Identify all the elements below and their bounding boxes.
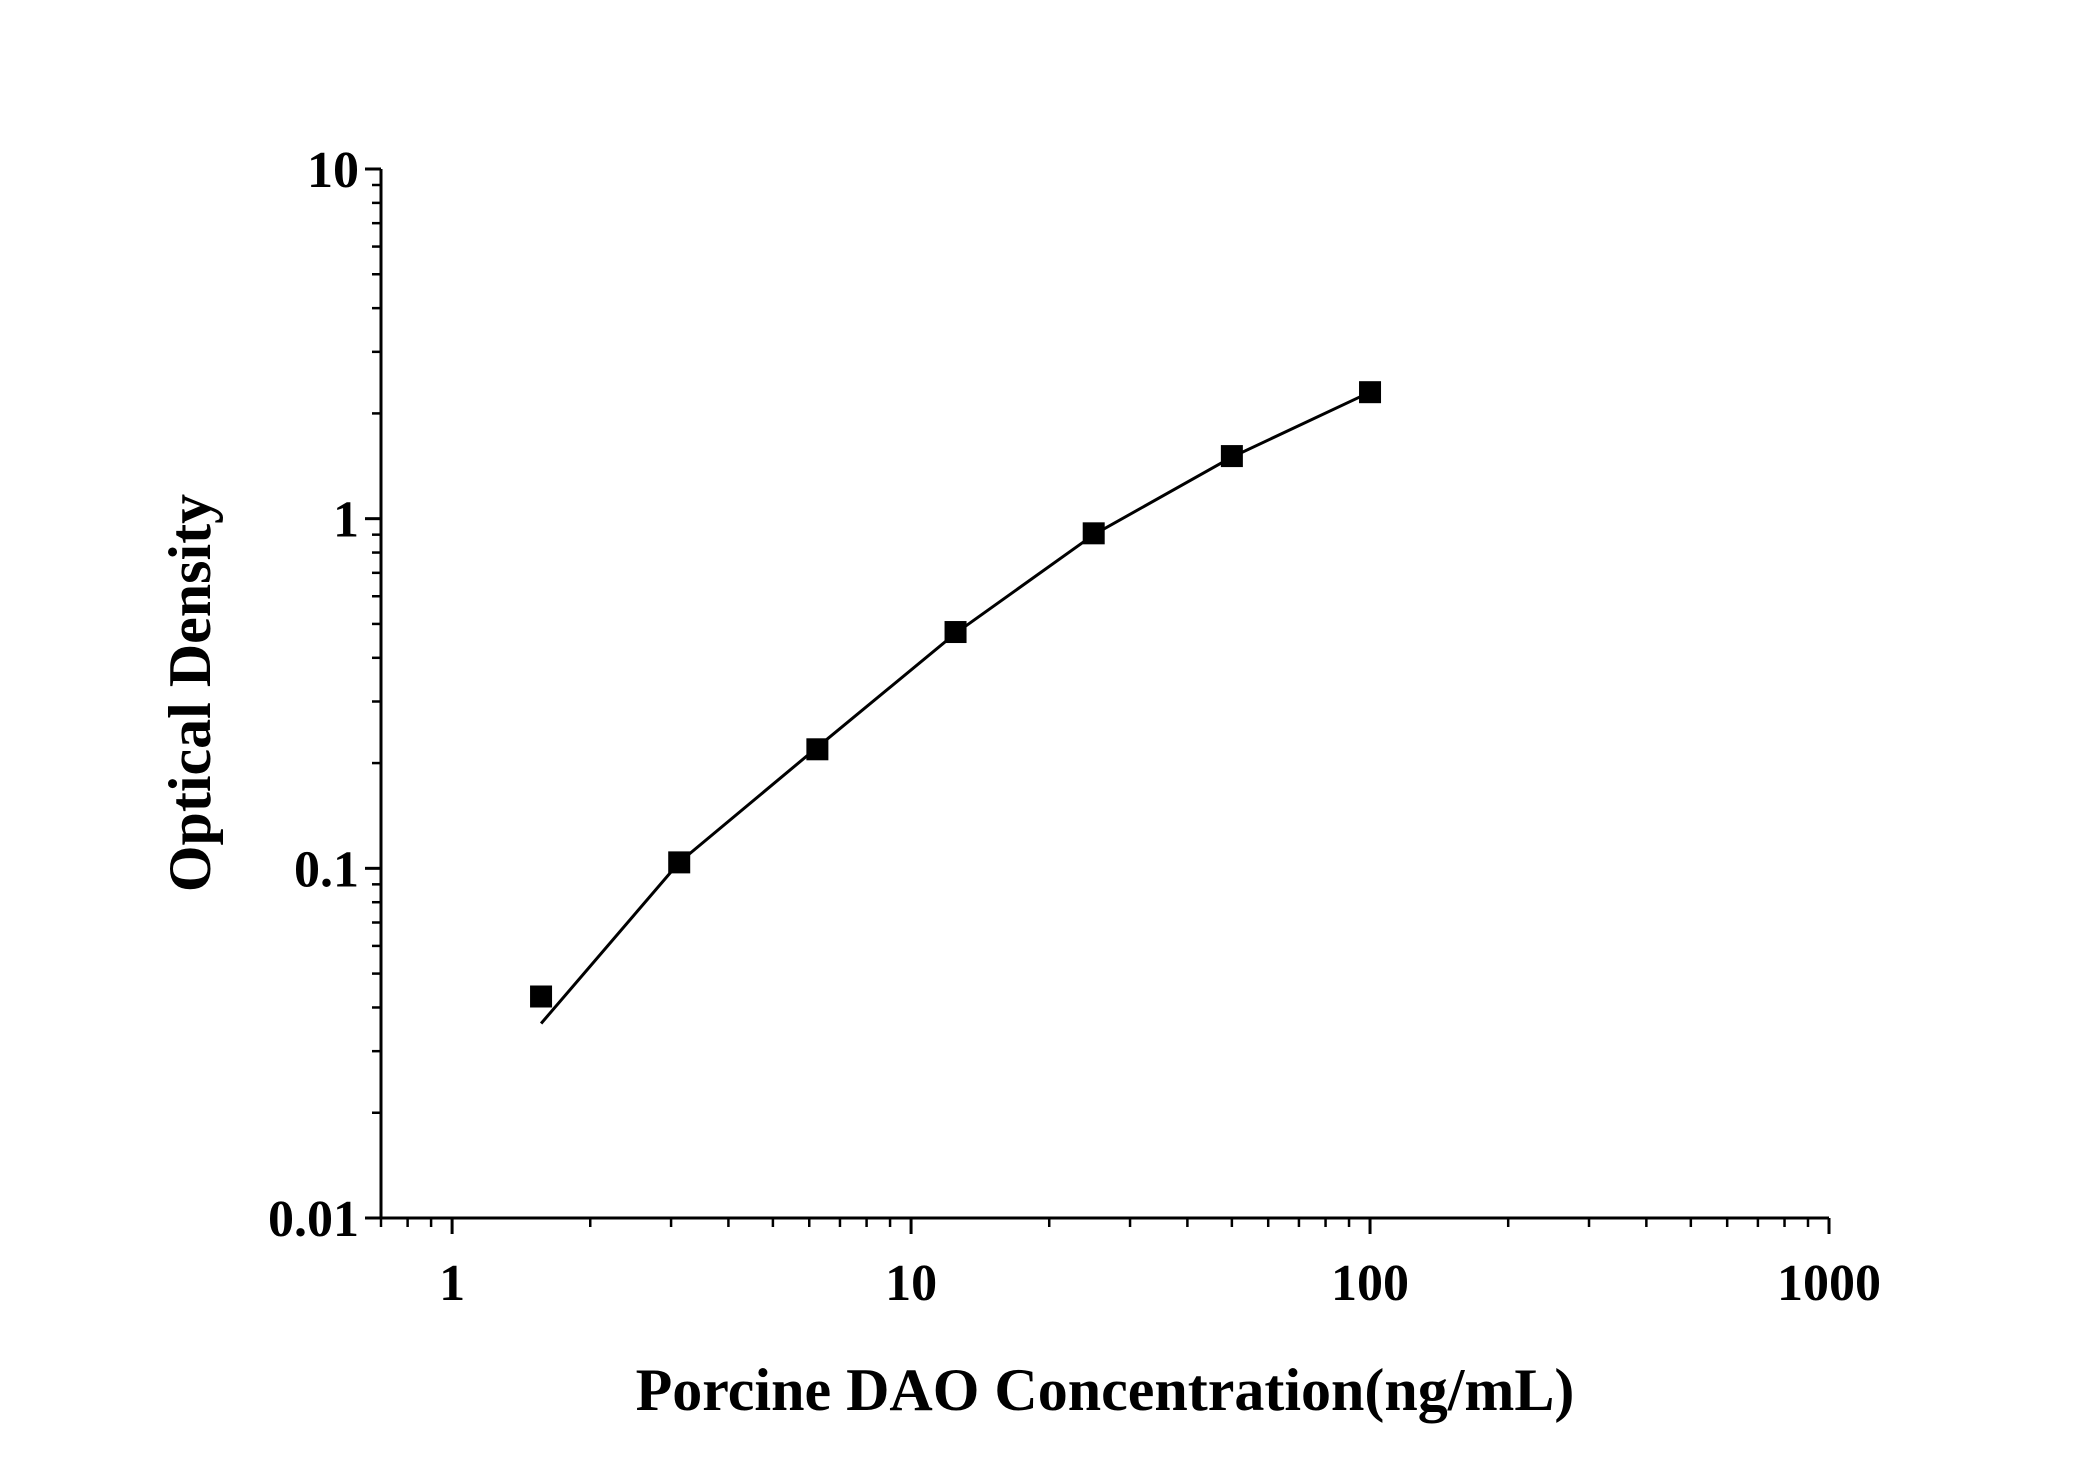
fit-curve-group — [539, 390, 1371, 1025]
y-axis-title: Optical Density — [157, 494, 223, 892]
ticks: 0.01 0.1 1 10 1 10 100 1000 — [268, 142, 1881, 1312]
data-point — [944, 621, 967, 644]
data-point — [1359, 381, 1382, 404]
axes — [379, 169, 1829, 1220]
fit-curve — [539, 390, 1371, 1025]
y-tick-label: 0.01 — [268, 1191, 359, 1248]
data-point — [1220, 445, 1243, 468]
data-point — [668, 851, 691, 874]
data-points — [530, 381, 1382, 1008]
y-tick-label: 1 — [333, 492, 359, 549]
x-tick-label: 1 — [439, 1255, 465, 1312]
data-point — [530, 985, 553, 1008]
x-tick-label: 10 — [885, 1255, 937, 1312]
data-point — [806, 738, 829, 761]
data-point — [1082, 522, 1105, 545]
x-tick-label: 100 — [1331, 1255, 1409, 1312]
x-tick-label: 1000 — [1777, 1255, 1881, 1312]
y-tick-label: 10 — [307, 142, 359, 199]
y-tick-label: 0.1 — [294, 841, 359, 898]
x-axis-title: Porcine DAO Concentration(ng/mL) — [636, 1357, 1575, 1423]
